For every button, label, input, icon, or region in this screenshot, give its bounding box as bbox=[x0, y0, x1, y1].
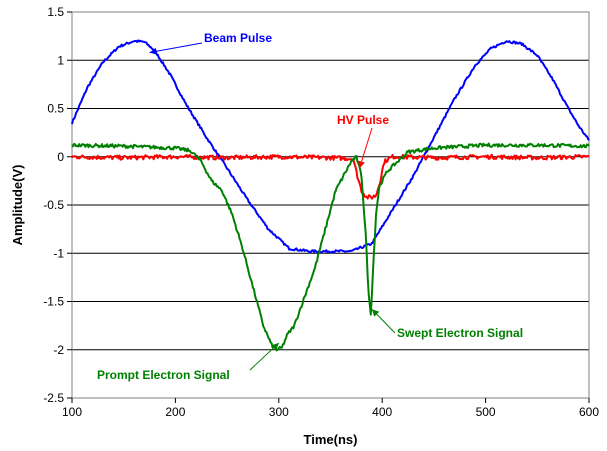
annotation-arrow-hv-pulse bbox=[358, 127, 373, 169]
annotation-beam-pulse: Beam Pulse bbox=[204, 31, 272, 45]
y-tick-label: 0 bbox=[57, 150, 64, 164]
series-hv-pulse bbox=[71, 153, 590, 200]
annotation-arrowhead-hv-pulse bbox=[358, 160, 365, 169]
annotation-swept-electron-signal: Swept Electron Signal bbox=[397, 326, 523, 340]
y-tick-label: 1 bbox=[57, 53, 64, 67]
x-tick-label: 200 bbox=[165, 405, 185, 419]
tick-labels: -2.5 -2 -1.5 -1 -0.5 0 0.5 1 1.5 100 200 300 400 500 6… bbox=[43, 5, 599, 419]
series-prompt-electron-signal bbox=[71, 142, 357, 352]
y-axis-title: Amplitude(V) bbox=[10, 165, 25, 246]
y-tick-label: 1.5 bbox=[47, 5, 64, 19]
y-tick-label: -2 bbox=[53, 343, 64, 357]
x-tick-label: 400 bbox=[372, 405, 392, 419]
series-swept-electron-signal bbox=[355, 142, 590, 316]
x-axis-title: Time(ns) bbox=[304, 432, 358, 447]
y-tick-label: -1 bbox=[53, 246, 64, 260]
y-tick-label: -2.5 bbox=[43, 391, 64, 405]
annotation-prompt-electron-signal: Prompt Electron Signal bbox=[97, 368, 230, 382]
annotation-arrow-beam-pulse bbox=[149, 42, 203, 54]
annotations: Beam Pulse HV Pulse Prompt Electron Signal… bbox=[97, 31, 523, 382]
y-tick-label: -0.5 bbox=[43, 198, 64, 212]
x-tick-label: 500 bbox=[476, 405, 496, 419]
y-tick-label: -1.5 bbox=[43, 295, 64, 309]
annotation-arrowhead-beam-pulse bbox=[149, 47, 158, 55]
y-tick-label: 0.5 bbox=[47, 102, 64, 116]
grid-lines bbox=[72, 59, 589, 351]
annotation-hv-pulse: HV Pulse bbox=[337, 113, 389, 127]
x-tick-label: 600 bbox=[579, 405, 599, 419]
annotation-arrowhead-swept-electron-signal bbox=[371, 309, 380, 317]
series-beam-pulse bbox=[71, 39, 590, 254]
x-tick-label: 300 bbox=[269, 405, 289, 419]
x-tick-label: 100 bbox=[62, 405, 82, 419]
annotation-arrowhead-prompt-electron-signal bbox=[271, 342, 279, 351]
series-layer bbox=[71, 39, 590, 352]
